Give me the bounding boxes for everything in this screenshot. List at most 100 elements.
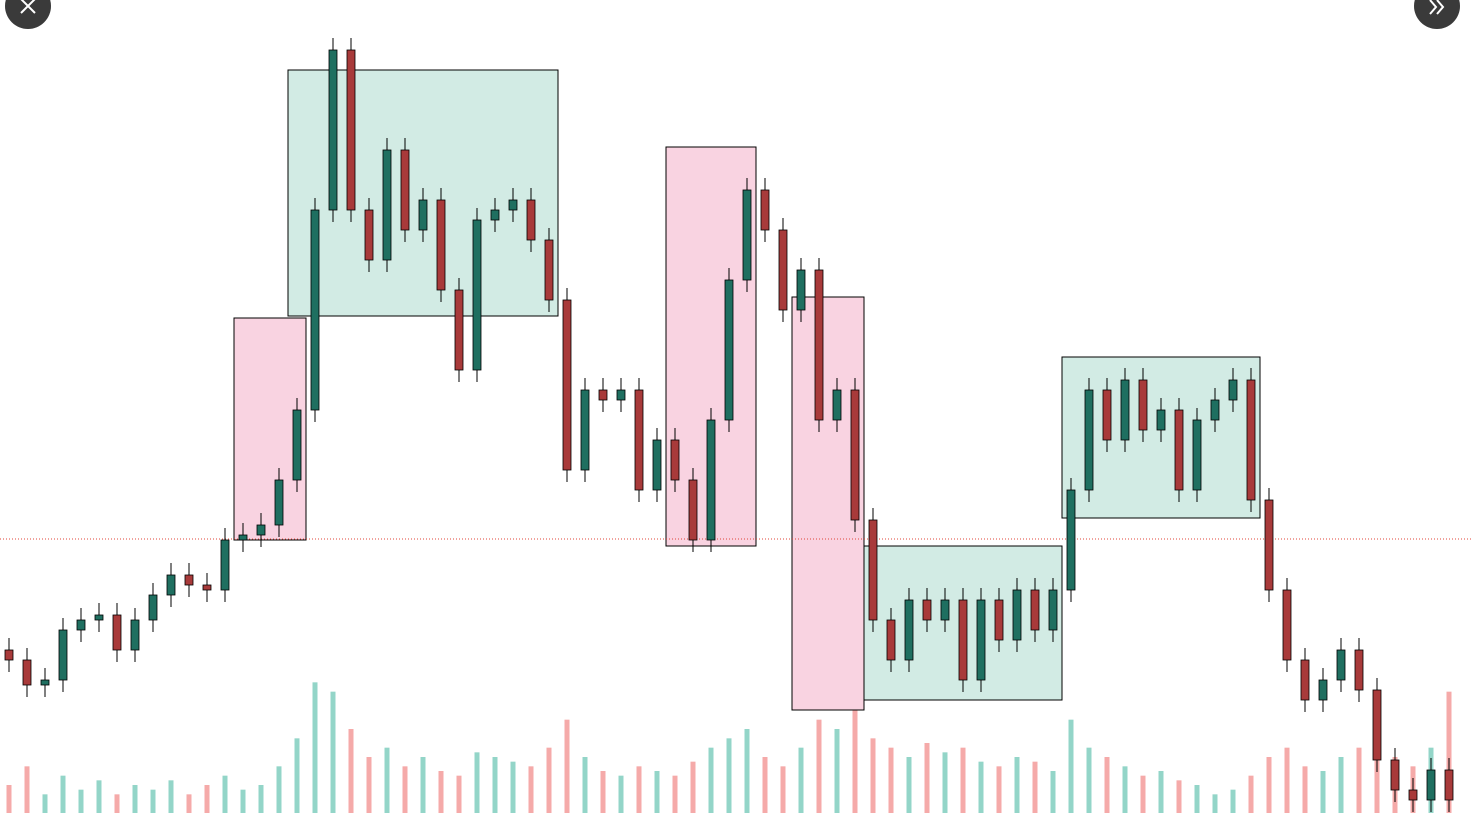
volume-bar: [1374, 738, 1380, 813]
expand-button[interactable]: [1414, 0, 1460, 29]
volume-bar: [312, 682, 318, 813]
candle-body: [418, 199, 428, 231]
candle-body: [22, 659, 32, 686]
candle-body: [328, 49, 338, 211]
volume-bar: [924, 743, 930, 813]
candle-body: [868, 519, 878, 621]
volume-bar: [276, 766, 282, 813]
volume-bar: [978, 761, 984, 813]
volume-bar: [402, 766, 408, 813]
volume-bar: [636, 766, 642, 813]
volume-bar: [1356, 747, 1362, 813]
candle-body: [382, 149, 392, 261]
volume-bar: [1068, 719, 1074, 813]
volume-bar: [222, 775, 228, 813]
candle-body: [1336, 649, 1346, 681]
candle-body: [94, 614, 104, 621]
volume-bar: [1194, 785, 1200, 813]
candle-body: [1300, 659, 1310, 701]
volume-bar: [1248, 775, 1254, 813]
candle-body: [760, 189, 770, 231]
volume-bar: [852, 710, 858, 813]
volume-bar: [618, 775, 624, 813]
volume-bar: [420, 757, 426, 813]
candle-body: [1210, 399, 1220, 421]
close-button-bg[interactable]: [5, 0, 51, 29]
candle-body: [1138, 379, 1148, 431]
volume-bar: [186, 794, 192, 813]
volume-bar: [996, 766, 1002, 813]
volume-bar: [1122, 766, 1128, 813]
volume-bar: [726, 738, 732, 813]
candle-body: [454, 289, 464, 371]
volume-bar: [1284, 747, 1290, 813]
candle-body: [184, 574, 194, 586]
volume-bar: [1050, 771, 1056, 813]
candle-body: [1444, 769, 1454, 801]
volume-bar: [1014, 757, 1020, 813]
candle-body: [238, 534, 248, 541]
volume-bar: [1176, 780, 1182, 813]
candle-body: [1102, 389, 1112, 441]
candle-body: [616, 389, 626, 401]
candle-body: [832, 389, 842, 421]
volume-bar: [600, 771, 606, 813]
candle-body: [130, 619, 140, 651]
candle-body: [1066, 489, 1076, 591]
volume-bar: [906, 757, 912, 813]
volume-bar: [528, 766, 534, 813]
candle-body: [508, 199, 518, 211]
candle-body: [1048, 589, 1058, 631]
volume-bar: [1086, 747, 1092, 813]
volume-bar: [654, 771, 660, 813]
candle-body: [580, 389, 590, 471]
candle-body: [310, 209, 320, 411]
volume-bar: [114, 794, 120, 813]
candle-body: [1282, 589, 1292, 661]
candle-body: [346, 49, 356, 211]
candle-body: [1228, 379, 1238, 401]
volume-bar: [294, 738, 300, 813]
close-button[interactable]: [5, 0, 51, 29]
close-icon: [20, 0, 36, 14]
volume-bar: [492, 757, 498, 813]
volume-bar: [1032, 761, 1038, 813]
candle-body: [292, 409, 302, 481]
volume-bar: [672, 775, 678, 813]
volume-bar: [564, 719, 570, 813]
volume-bar: [366, 757, 372, 813]
candle-body: [1354, 649, 1364, 691]
candle-body: [472, 219, 482, 371]
volume-bar: [474, 752, 480, 813]
candle-body: [1192, 419, 1202, 491]
candle-body: [688, 479, 698, 541]
candle-body: [598, 389, 608, 401]
candle-body: [1408, 789, 1418, 801]
candle-body: [112, 614, 122, 651]
volume-bar: [132, 785, 138, 813]
volume-bar: [1320, 771, 1326, 813]
volume-bar: [348, 729, 354, 813]
candle-body: [886, 619, 896, 661]
volume-bar: [1338, 757, 1344, 813]
candle-body: [1120, 379, 1130, 441]
volume-bar: [510, 761, 516, 813]
candle-body: [1174, 409, 1184, 491]
candle-body: [1012, 589, 1022, 641]
candle-body: [814, 269, 824, 421]
candle-body: [1264, 499, 1274, 591]
volume-bar: [78, 789, 84, 813]
volume-bar: [1446, 691, 1452, 813]
volume-bar: [6, 785, 12, 813]
candle-body: [544, 239, 554, 301]
candle-body: [634, 389, 644, 491]
candle-body: [400, 149, 410, 231]
volume-bar: [816, 719, 822, 813]
candle-body: [742, 189, 752, 281]
candle-body: [490, 209, 500, 221]
candle-body: [166, 574, 176, 596]
expand-button-bg[interactable]: [1414, 0, 1460, 29]
volume-bar: [780, 766, 786, 813]
